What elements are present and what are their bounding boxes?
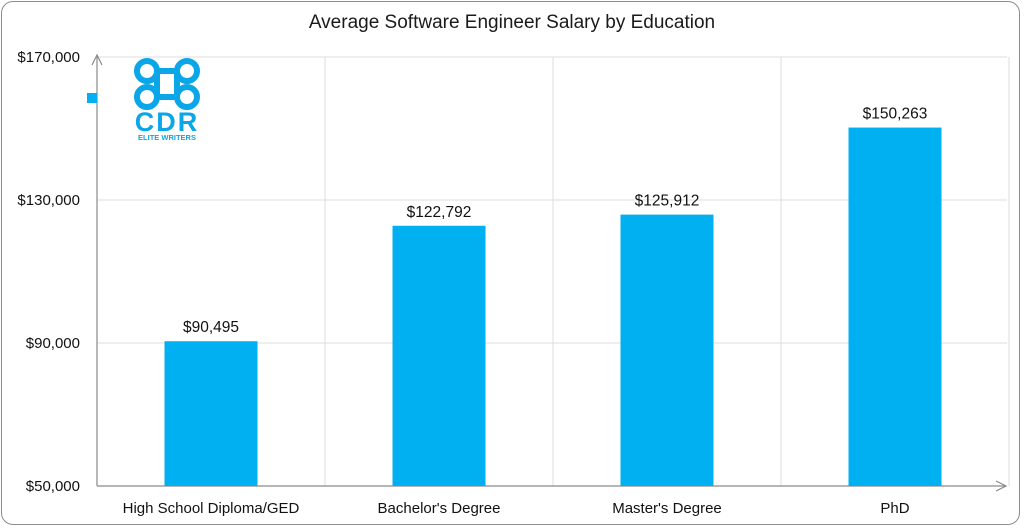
y-tick-label: $90,000 <box>26 335 80 352</box>
logo-letters: CDR <box>135 107 200 137</box>
x-tick-label: High School Diploma/GED <box>123 500 300 517</box>
x-tick-labels: High School Diploma/GED Bachelor's Degree… <box>123 500 910 517</box>
y-tick-label: $130,000 <box>17 192 80 209</box>
data-label: $90,495 <box>183 319 239 336</box>
x-tick-label: Bachelor's Degree <box>378 500 501 517</box>
y-tick-label: $50,000 <box>26 478 80 495</box>
chart-title: Average Software Engineer Salary by Educ… <box>308 12 716 33</box>
x-tick-label: PhD <box>880 500 909 517</box>
data-label: $150,263 <box>863 106 928 123</box>
cdr-logo: CDR ELITE WRITERS <box>134 58 200 142</box>
logo-tagline: ELITE WRITERS <box>138 133 196 142</box>
legend-swatch <box>87 93 97 103</box>
x-axis-arrow <box>995 480 1008 492</box>
bar <box>392 225 486 486</box>
bar <box>620 214 714 486</box>
data-label: $125,912 <box>635 193 700 210</box>
cdr-knot-icon <box>134 58 200 110</box>
data-labels: $90,495 $122,792 $125,912 $150,263 <box>183 106 927 337</box>
x-tick-label: Master's Degree <box>612 500 722 517</box>
bar <box>164 341 258 486</box>
bar <box>848 127 942 486</box>
y-tick-labels: $50,000 $90,000 $130,000 $170,000 <box>17 49 80 495</box>
y-tick-label: $170,000 <box>17 49 80 66</box>
y-axis-arrow <box>91 53 103 66</box>
bars <box>164 127 942 486</box>
data-label: $122,792 <box>407 204 472 221</box>
